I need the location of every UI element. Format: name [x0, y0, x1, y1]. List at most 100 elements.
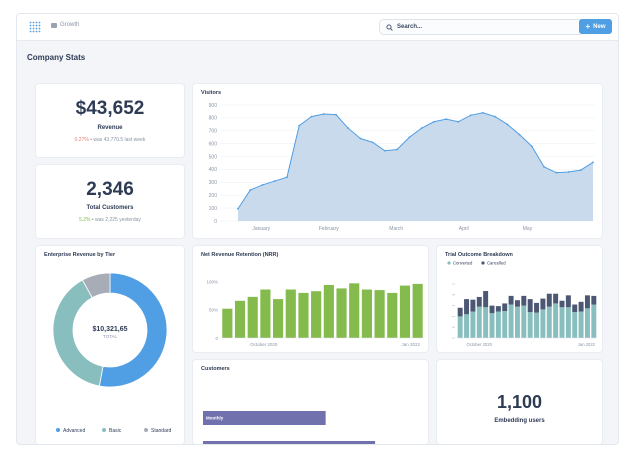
x-tick-label: May	[523, 226, 533, 232]
visitors-point	[445, 118, 448, 121]
cancelled-bar	[470, 299, 476, 312]
converted-bar	[591, 304, 597, 338]
converted-bar	[540, 309, 546, 338]
page-title: Company Stats	[27, 53, 86, 62]
nrr-bar	[298, 292, 309, 338]
revenue-change: 0.27% • was 43,770.5 last week	[36, 137, 184, 143]
x-tick-label: April	[459, 226, 469, 232]
legend-label: Converted	[453, 261, 473, 266]
breadcrumb[interactable]: Growth	[51, 22, 79, 28]
visitors-point	[298, 124, 301, 127]
donut-slice-standard	[81, 272, 111, 299]
donut-center-label: TOTAL	[103, 334, 118, 339]
revenue-card[interactable]: $43,652 Revenue 0.27% • was 43,770.5 las…	[36, 84, 184, 157]
cancelled-bar	[502, 303, 508, 311]
visitors-point	[335, 113, 337, 116]
nrr-bar	[412, 283, 423, 338]
nrr-bar	[323, 285, 334, 338]
visitors-point	[396, 148, 399, 151]
legend-dot	[481, 261, 485, 265]
app-logo-icon[interactable]	[29, 21, 41, 33]
visitors-point	[457, 120, 460, 123]
search-placeholder: Search...	[397, 24, 423, 30]
nrr-bar	[234, 300, 246, 338]
total-customers-card[interactable]: 2,346 Total Customers 5.2% • was 2,225 y…	[36, 165, 184, 238]
cancelled-bar	[464, 299, 470, 315]
folder-icon	[51, 22, 57, 28]
legend-dot	[144, 428, 148, 432]
cancelled-bar	[578, 301, 584, 312]
embedding-users-value: 1,100	[496, 392, 543, 412]
nrr-bar	[260, 289, 271, 338]
enterprise-revenue-title: Enterprise Revenue by Tier	[44, 252, 116, 258]
search-input[interactable]: Search...	[379, 19, 585, 35]
visitors-point	[506, 123, 509, 126]
visitors-line	[237, 112, 594, 210]
nrr-card[interactable]: Net Revenue Retention (NRR) 100% 50% 0 Octo…	[193, 246, 428, 352]
converted-bar	[470, 311, 476, 338]
converted-bar	[534, 312, 540, 338]
legend-label: Basic	[109, 428, 122, 434]
legend-label: Cancelled	[487, 261, 506, 266]
visitors-point	[420, 127, 423, 130]
converted-bar	[572, 312, 578, 338]
converted-bar	[514, 306, 520, 338]
converted-bar	[584, 308, 590, 338]
cancelled-bar	[572, 304, 578, 313]
y-tick-label: 600	[209, 141, 218, 147]
converted-bar	[502, 311, 508, 338]
new-button[interactable]: + New	[579, 19, 612, 34]
customers-chart-card[interactable]: Customers MonthlyYearly	[193, 360, 428, 444]
nrr-title: Net Revenue Retention (NRR)	[201, 252, 279, 258]
converted-bar	[457, 316, 463, 338]
dashboard-header: Company Stats	[17, 42, 618, 90]
converted-bar	[559, 307, 565, 338]
revenue-change-value: 0.27%	[74, 137, 89, 143]
visitors-point	[469, 114, 472, 117]
cancelled-bar	[534, 302, 540, 313]
visitors-point	[261, 184, 264, 186]
cancelled-bar	[565, 295, 571, 308]
converted-bar	[495, 311, 501, 338]
nrr-bar	[273, 299, 284, 338]
nrr-bar	[336, 288, 347, 338]
legend-label: Advanced	[63, 428, 85, 434]
y-tick-label: 700	[209, 129, 218, 135]
donut-center-value: $10,321,65	[92, 326, 127, 333]
visitors-point	[249, 189, 252, 191]
visitors-card[interactable]: Visitors 0 100 200 300 400 500 600 700 800 900 Jan…	[193, 84, 602, 238]
customers-bar-label: Monthly	[206, 416, 224, 421]
visitors-point	[579, 169, 582, 171]
app-window: Growth Search... + New Company Stats $43…	[17, 14, 618, 444]
total-customers-change: 5.2% • was 2,225 yesterday	[36, 217, 184, 223]
embedding-users-card[interactable]: 1,100 Embedding users	[437, 360, 602, 444]
revenue-value: $43,652	[75, 98, 145, 119]
breadcrumb-label: Growth	[60, 22, 80, 28]
customers-bar	[203, 411, 326, 425]
visitors-point	[567, 171, 570, 173]
trial-outcome-stacked-bar-chart: Converted Cancelled October 2020 Jan 2022	[447, 261, 597, 347]
visitors-point	[592, 161, 594, 164]
legend-label: Standard	[151, 428, 172, 434]
y-tick-label: 300	[209, 180, 218, 186]
plus-icon: +	[585, 21, 591, 31]
cancelled-bar	[559, 300, 565, 308]
y-tick-label: 100%	[206, 279, 218, 284]
nrr-bar-chart: 100% 50% 0 October 2020 Jan 2022	[206, 279, 424, 347]
customers-bar	[203, 441, 376, 444]
legend-dot	[447, 261, 451, 265]
y-tick-label: 0	[214, 219, 217, 225]
visitors-area	[238, 112, 593, 221]
trial-outcome-card[interactable]: Trial Outcome Breakdown Converted Cancell…	[437, 246, 602, 352]
enterprise-revenue-card[interactable]: Enterprise Revenue by Tier $10,321,65 TOT…	[36, 246, 184, 444]
x-tick-label: October 2020	[250, 342, 278, 347]
y-tick-label: 100	[209, 206, 218, 212]
cancelled-bar	[483, 291, 489, 308]
visitors-point	[237, 207, 239, 210]
visitors-point	[518, 133, 521, 136]
nrr-bar	[247, 296, 258, 338]
donut-slice-advanced	[98, 272, 168, 388]
nrr-bar	[349, 283, 360, 338]
visitors-area-chart: 0 100 200 300 400 500 600 700 800 900 January Febru…	[209, 103, 595, 232]
visitors-point	[383, 149, 386, 152]
